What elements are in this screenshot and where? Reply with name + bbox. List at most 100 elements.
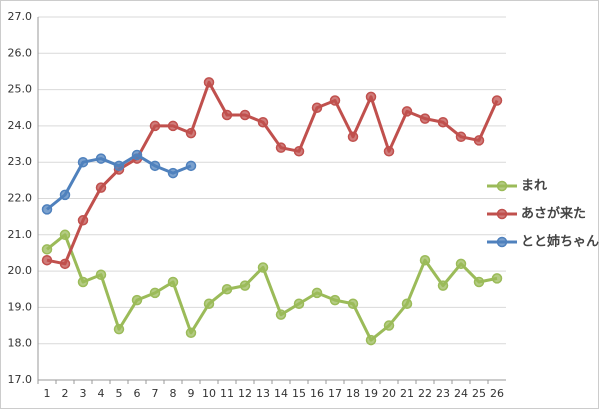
point [239, 280, 251, 291]
point [257, 117, 269, 128]
point [113, 323, 125, 335]
x-tick-label: 21 [400, 387, 414, 400]
y-tick-label: 20.0 [8, 264, 33, 277]
point [149, 287, 161, 299]
chart-frame [0, 0, 599, 409]
point [167, 276, 179, 288]
legend-label: まれ [521, 179, 547, 194]
point [77, 276, 89, 288]
point [365, 334, 377, 346]
point [131, 149, 143, 161]
point [59, 229, 71, 241]
point [41, 244, 53, 255]
point [95, 153, 107, 164]
point [419, 113, 431, 124]
point [41, 254, 53, 266]
point [185, 160, 197, 172]
point [95, 182, 107, 193]
point [95, 269, 107, 280]
point [473, 135, 485, 146]
point [131, 294, 143, 306]
y-tick-label: 19.0 [8, 300, 33, 313]
point [437, 280, 449, 291]
x-tick-label: 5 [116, 387, 123, 400]
point [311, 287, 323, 299]
point [257, 262, 269, 273]
point [77, 215, 89, 226]
point [311, 102, 323, 113]
x-tick-label: 20 [382, 387, 396, 400]
point [329, 95, 341, 106]
point [347, 298, 359, 310]
point [455, 131, 467, 143]
x-tick-label: 3 [80, 387, 87, 400]
point [185, 327, 197, 339]
point [293, 146, 305, 157]
x-tick-label: 7 [152, 387, 159, 400]
y-tick-label: 23.0 [8, 155, 33, 168]
x-tick-label: 17 [328, 387, 342, 400]
x-tick-label: 10 [202, 387, 216, 400]
point [419, 254, 431, 266]
x-tick-label: 16 [310, 387, 324, 400]
point [293, 298, 305, 310]
x-tick-label: 12 [238, 387, 252, 400]
point [275, 309, 287, 320]
x-tick-label: 6 [134, 387, 141, 400]
point [383, 320, 395, 331]
y-tick-label: 22.0 [8, 192, 33, 205]
series-line [46, 233, 498, 342]
point [329, 294, 341, 306]
point [149, 120, 161, 132]
point [167, 120, 179, 132]
x-tick-label: 26 [490, 387, 504, 400]
point [275, 142, 287, 153]
y-tick-label: 18.0 [8, 337, 33, 350]
point [59, 258, 71, 270]
x-tick-label: 15 [292, 387, 306, 400]
legend-marker [496, 208, 508, 220]
y-tick-label: 27.0 [8, 10, 33, 23]
point [221, 109, 233, 121]
y-tick-label: 26.0 [8, 46, 33, 59]
point [437, 117, 449, 128]
x-tick-label: 9 [188, 387, 195, 400]
x-tick-label: 24 [454, 387, 468, 400]
point [203, 298, 215, 310]
point [491, 95, 503, 106]
point [59, 189, 71, 201]
legend-marker [496, 236, 508, 248]
point [149, 160, 161, 172]
point [455, 258, 467, 270]
point [347, 131, 359, 143]
point [473, 276, 485, 288]
point [113, 160, 125, 172]
x-tick-label: 23 [436, 387, 450, 400]
point [383, 146, 395, 157]
x-tick-label: 1 [44, 387, 51, 400]
x-tick-label: 11 [220, 387, 234, 400]
x-tick-label: 13 [256, 387, 270, 400]
x-tick-label: 2 [62, 387, 69, 400]
point [167, 167, 179, 179]
point [365, 91, 377, 103]
point [401, 298, 413, 310]
x-tick-label: 22 [418, 387, 432, 400]
point [491, 273, 503, 284]
x-tick-label: 8 [170, 387, 177, 400]
point [239, 109, 251, 121]
point [185, 127, 197, 139]
y-tick-label: 24.0 [8, 119, 33, 132]
x-tick-label: 25 [472, 387, 486, 400]
y-tick-label: 17.0 [8, 373, 33, 386]
legend-label: あさが来た [521, 206, 586, 222]
x-tick-label: 14 [274, 387, 288, 400]
point [77, 156, 89, 168]
legend-label: とと姉ちゃん [521, 234, 599, 250]
x-tick-label: 19 [364, 387, 378, 400]
point [41, 204, 53, 215]
y-tick-label: 25.0 [8, 83, 33, 96]
point [401, 106, 413, 117]
y-tick-label: 21.0 [8, 228, 33, 241]
